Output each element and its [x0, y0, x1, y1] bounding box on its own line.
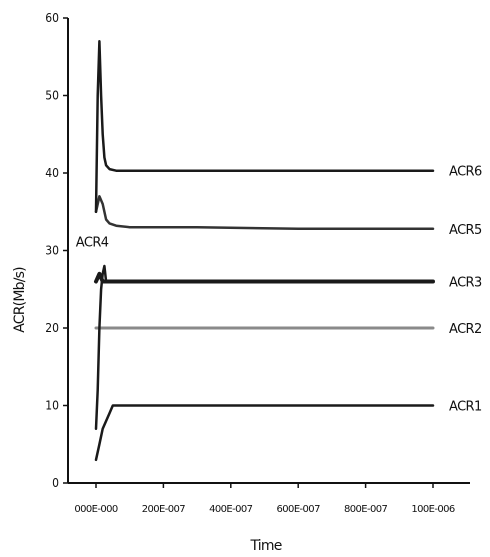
x-tick-label: 600E-007	[277, 504, 321, 515]
y-axis-title: ACR(Mb/s)	[12, 267, 28, 333]
x-tick-label: 800E-007	[344, 504, 388, 515]
series-labels: ACR1 ACR2 ACR3 ACR4 ACR5 ACR6	[76, 165, 483, 415]
x-tick-label: 400E-007	[209, 504, 253, 515]
x-tick-label: 000E-000	[74, 504, 118, 515]
series-label-acr2: ACR2	[449, 322, 482, 337]
y-tick-label: 0	[52, 476, 59, 490]
y-tick-label: 20	[45, 321, 59, 335]
x-axis-title: Time	[249, 538, 281, 554]
y-tick-label: 10	[45, 399, 59, 413]
axes: 0 10 20 30 40 50 60 000E-000 200E-007 400E-007 600…	[45, 11, 470, 515]
series-line-acr5	[94, 195, 435, 231]
series-line-acr6	[94, 40, 435, 214]
x-tick-label: 200E-007	[142, 504, 186, 515]
series-line-acr1	[94, 404, 435, 462]
series-line-acr3	[94, 271, 435, 284]
series-label-acr3: ACR3	[449, 276, 482, 291]
x-tick-label: 100E-006	[411, 504, 455, 515]
series-label-acr6: ACR6	[449, 165, 482, 180]
series-label-acr5: ACR5	[449, 223, 482, 238]
series-label-acr1: ACR1	[449, 400, 482, 415]
y-tick-label: 50	[45, 89, 59, 103]
y-tick-label: 30	[45, 244, 59, 258]
series-lines	[94, 40, 435, 462]
y-tick-label: 40	[45, 166, 59, 180]
y-tick-label: 60	[45, 11, 59, 25]
series-line-acr4	[94, 264, 108, 431]
series-label-acr4: ACR4	[76, 236, 109, 251]
